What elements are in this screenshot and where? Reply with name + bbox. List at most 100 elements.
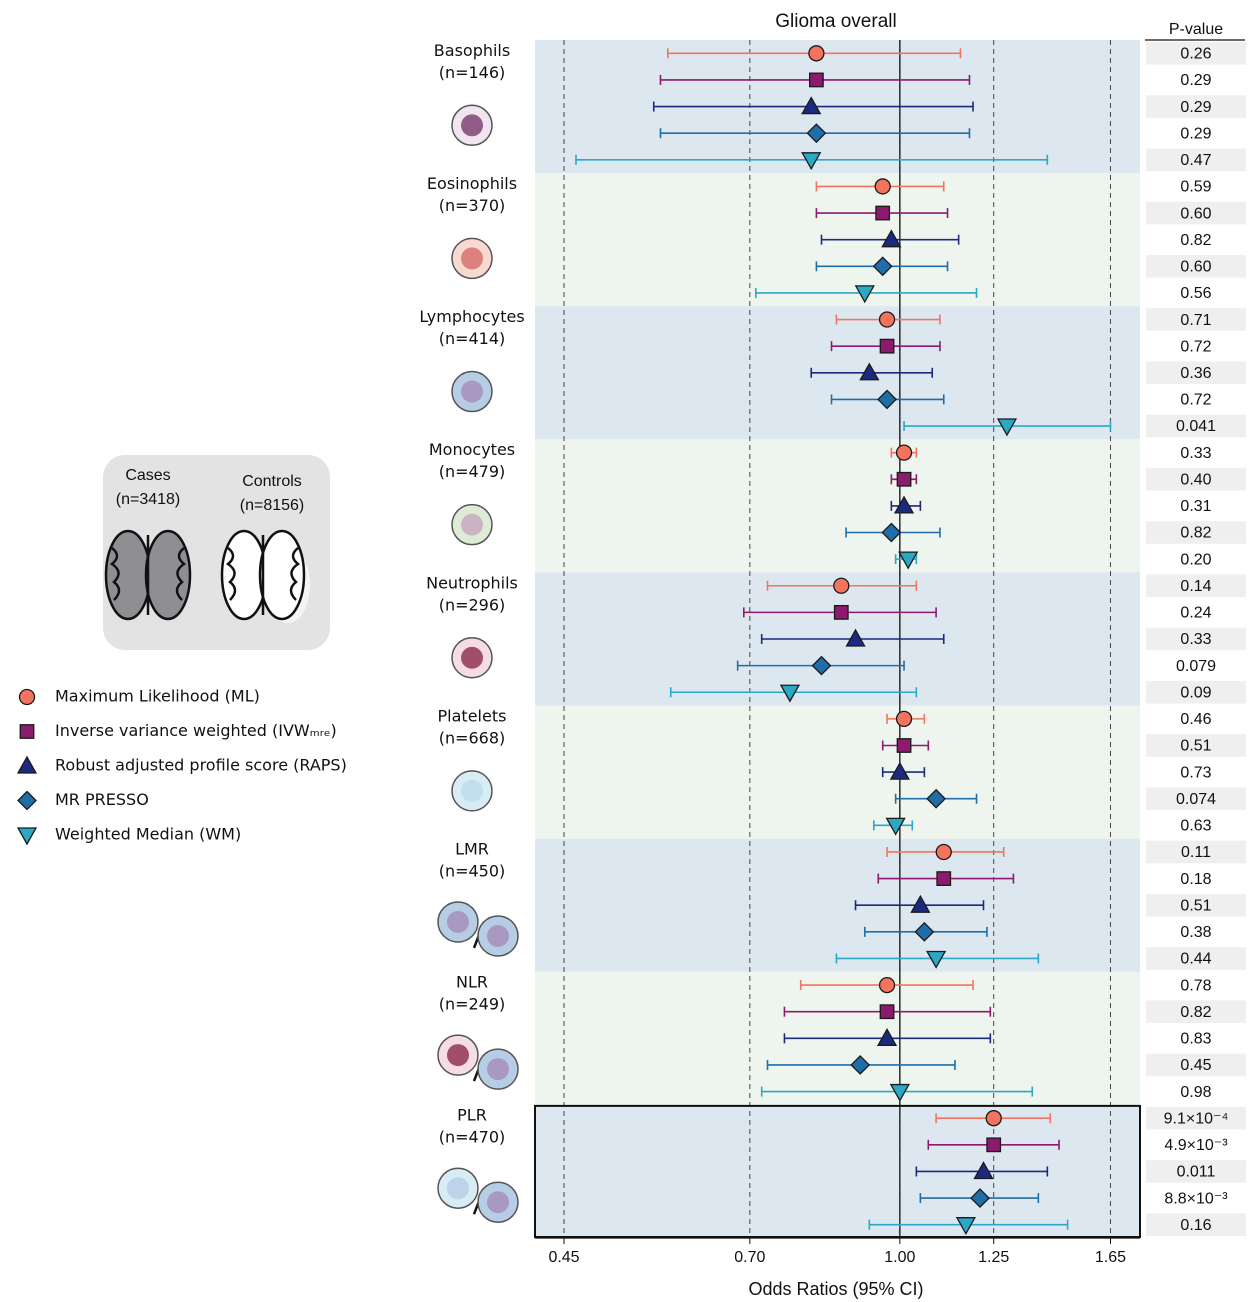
p-value-cell: [1146, 414, 1246, 438]
p-value-cell: [1146, 893, 1246, 917]
point: [955, 1217, 977, 1236]
p-value: 0.51: [1180, 897, 1211, 914]
point: [893, 495, 915, 514]
p-value-cell: [1146, 574, 1246, 598]
point: [801, 96, 822, 115]
group-n: (n=450): [439, 861, 506, 880]
point: [879, 338, 895, 354]
inset: Cases (n=3418) Controls (n=8156): [103, 455, 330, 650]
p-value: 0.14: [1180, 578, 1211, 595]
p-value-cell: [1146, 867, 1246, 890]
p-value: 0.60: [1180, 259, 1211, 276]
legend-label: Robust adjusted profile score (RAPS): [55, 756, 347, 775]
point: [985, 1110, 1002, 1127]
p-value: 0.56: [1180, 285, 1211, 302]
group-band: [535, 705, 1140, 839]
p-value-cell: [1146, 1080, 1246, 1103]
p-value: 9.1×10⁻⁴: [1164, 1110, 1229, 1127]
chart-title: Glioma overall: [775, 11, 896, 32]
p-value: 8.8×10⁻³: [1164, 1190, 1228, 1207]
p-value-cell: [1146, 1000, 1246, 1024]
point: [875, 205, 891, 221]
p-value-cell: [1146, 787, 1246, 811]
point: [895, 444, 913, 461]
cell-icon-nucleus: [461, 779, 483, 802]
point: [973, 1161, 994, 1180]
point: [986, 1137, 1002, 1153]
p-value: 0.11: [1181, 844, 1211, 861]
p-value: 0.46: [1180, 711, 1211, 728]
p-value-cell: [1146, 920, 1246, 944]
group-name: PLR: [457, 1106, 487, 1125]
point: [996, 418, 1018, 437]
p-value-cell: [1146, 467, 1246, 491]
p-value: 0.18: [1180, 871, 1211, 888]
p-value-cell: [1146, 175, 1246, 198]
point: [18, 688, 36, 706]
p-value-cell: [1146, 707, 1246, 731]
legend-item: Robust adjusted profile score (RAPS): [16, 755, 347, 775]
highlight-box: [534, 1104, 1141, 1239]
cell-icon-nucleus: [461, 646, 483, 669]
p-value-cell: [1146, 42, 1246, 65]
group-n: (n=370): [439, 196, 506, 215]
point: [970, 1188, 990, 1208]
p-value-cell: [1146, 494, 1246, 518]
point: [17, 790, 37, 811]
point: [16, 755, 38, 774]
group-n: (n=296): [439, 595, 506, 614]
x-tick-label: 1.25: [978, 1249, 1009, 1266]
x-tick-label: 0.70: [734, 1249, 765, 1266]
legend-label: Inverse variance weighted (IVWₘᵣₑ): [55, 721, 337, 740]
group-n: (n=146): [439, 63, 506, 82]
p-value-cell: [1146, 281, 1246, 305]
point: [779, 684, 801, 703]
p-value-cell: [1146, 254, 1246, 278]
cell-icon-nucleus: [461, 114, 483, 137]
p-value-cell: [1146, 1213, 1246, 1236]
p-value-cell: [1146, 441, 1246, 464]
p-value: 0.26: [1180, 46, 1211, 63]
cell-icon-nucleus: [447, 1177, 469, 1200]
p-value-cell: [1146, 95, 1246, 118]
legend-item: Inverse variance weighted (IVWₘᵣₑ): [19, 721, 337, 740]
group-band: [535, 1104, 1140, 1238]
p-value: 0.33: [1180, 631, 1211, 648]
p-value: 0.38: [1180, 924, 1211, 941]
point: [914, 921, 935, 942]
p-value: 0.78: [1180, 977, 1211, 994]
point: [878, 311, 896, 328]
p-value-cell: [1146, 308, 1246, 331]
p-value: 0.73: [1180, 764, 1211, 781]
cases-n: (n=3418): [116, 491, 181, 508]
p-value: 0.47: [1180, 152, 1211, 169]
group-name: Neutrophils: [426, 573, 518, 592]
point: [806, 123, 827, 144]
group-n: (n=479): [439, 462, 506, 481]
x-tick-label: 1.65: [1095, 1249, 1126, 1266]
cell-icon-nucleus: [461, 513, 483, 536]
point: [881, 522, 902, 543]
point: [833, 604, 849, 620]
p-value-cell: [1146, 521, 1246, 544]
p-value-cell: [1146, 1186, 1246, 1210]
p-value: 0.36: [1180, 365, 1211, 382]
brain-controls: [220, 529, 310, 623]
p-value-cell: [1146, 734, 1246, 757]
point: [811, 655, 832, 676]
point: [935, 843, 952, 861]
p-value-cell: [1146, 814, 1246, 837]
p-value: 4.9×10⁻³: [1164, 1137, 1228, 1154]
brain-cases: [104, 529, 192, 621]
p-value: 0.60: [1180, 205, 1211, 222]
p-value: 0.16: [1180, 1217, 1211, 1234]
p-value: 0.09: [1180, 684, 1211, 701]
p-value: 0.29: [1180, 125, 1211, 142]
group-name: Monocytes: [429, 440, 515, 459]
point: [889, 1083, 910, 1102]
cell-icon-nucleus: [487, 924, 509, 947]
p-value-cell: [1146, 947, 1246, 970]
point: [896, 471, 912, 487]
group-name: LMR: [455, 839, 489, 858]
